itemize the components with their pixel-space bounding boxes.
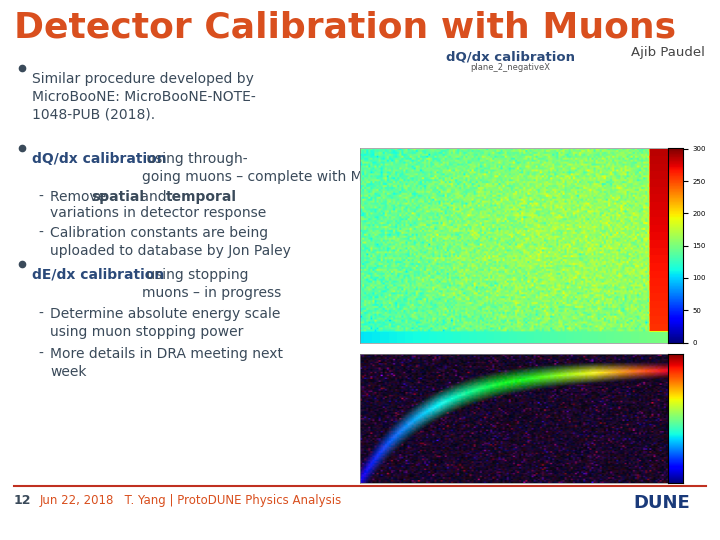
Text: dE/dx calibration: dE/dx calibration	[32, 268, 164, 282]
Text: 12: 12	[14, 494, 32, 507]
Text: Jun 22, 2018   T. Yang | ProtoDUNE Physics Analysis: Jun 22, 2018 T. Yang | ProtoDUNE Physics…	[40, 494, 342, 507]
Text: -: -	[38, 226, 43, 240]
Text: Calibration constants are being
uploaded to database by Jon Paley: Calibration constants are being uploaded…	[50, 226, 291, 258]
Text: temporal: temporal	[166, 190, 236, 204]
Text: Detector Calibration with Muons: Detector Calibration with Muons	[14, 10, 676, 44]
Text: Ajib Paudel: Ajib Paudel	[631, 46, 705, 59]
Text: plane_2_negativeX: plane_2_negativeX	[470, 63, 550, 72]
Text: variations in detector response: variations in detector response	[50, 206, 266, 220]
Text: using through-
going muons – complete with MC: using through- going muons – complete wi…	[142, 152, 372, 184]
Text: Similar procedure developed by
MicroBooNE: MicroBooNE-NOTE-
1048-PUB (2018).: Similar procedure developed by MicroBooN…	[32, 72, 256, 122]
Text: -: -	[38, 307, 43, 321]
Text: Remove: Remove	[50, 190, 111, 204]
Text: -: -	[38, 190, 43, 204]
Text: dE/dx calibration: dE/dx calibration	[446, 230, 573, 243]
Text: More details in DRA meeting next
week: More details in DRA meeting next week	[50, 347, 283, 379]
Text: DUNE: DUNE	[634, 494, 690, 512]
Text: using stopping
muons – in progress: using stopping muons – in progress	[142, 268, 281, 300]
Text: dQ/dx calibration: dQ/dx calibration	[446, 51, 575, 64]
Text: spatial: spatial	[91, 190, 145, 204]
Text: Determine absolute energy scale
using muon stopping power: Determine absolute energy scale using mu…	[50, 307, 280, 339]
Text: dQ/dx calibration: dQ/dx calibration	[32, 152, 166, 166]
Text: -: -	[38, 347, 43, 361]
Text: and: and	[136, 190, 171, 204]
